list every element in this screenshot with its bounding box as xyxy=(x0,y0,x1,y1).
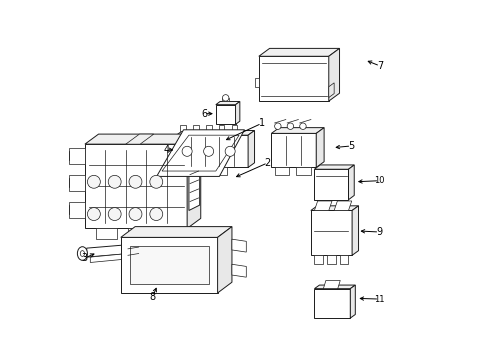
Polygon shape xyxy=(160,228,182,239)
Polygon shape xyxy=(235,102,239,125)
Text: 7: 7 xyxy=(376,61,383,71)
Polygon shape xyxy=(121,243,128,250)
Polygon shape xyxy=(129,246,208,284)
Polygon shape xyxy=(348,165,353,200)
Polygon shape xyxy=(125,134,153,144)
Circle shape xyxy=(182,146,192,156)
Polygon shape xyxy=(314,285,355,289)
Polygon shape xyxy=(258,56,328,101)
Polygon shape xyxy=(271,134,316,167)
Polygon shape xyxy=(215,102,239,105)
Text: 9: 9 xyxy=(375,227,382,237)
Polygon shape xyxy=(90,253,128,262)
Circle shape xyxy=(149,208,163,221)
Polygon shape xyxy=(121,237,217,293)
Circle shape xyxy=(129,208,142,221)
Polygon shape xyxy=(258,48,339,56)
Polygon shape xyxy=(349,285,355,318)
Polygon shape xyxy=(314,201,331,211)
Circle shape xyxy=(87,208,100,221)
Circle shape xyxy=(108,175,121,188)
Polygon shape xyxy=(187,134,201,228)
Polygon shape xyxy=(222,98,228,102)
Polygon shape xyxy=(205,125,211,131)
Polygon shape xyxy=(231,125,237,131)
Text: 2: 2 xyxy=(264,158,270,168)
Polygon shape xyxy=(183,167,198,175)
Polygon shape xyxy=(314,255,323,264)
Polygon shape xyxy=(271,128,324,134)
Polygon shape xyxy=(156,130,244,176)
Polygon shape xyxy=(192,125,198,131)
Polygon shape xyxy=(69,148,85,164)
Circle shape xyxy=(224,146,235,156)
Polygon shape xyxy=(218,125,224,131)
Polygon shape xyxy=(231,264,246,277)
Circle shape xyxy=(286,123,293,130)
Circle shape xyxy=(108,208,121,221)
Polygon shape xyxy=(169,142,176,160)
Polygon shape xyxy=(351,206,358,255)
Polygon shape xyxy=(188,164,199,211)
Polygon shape xyxy=(69,175,85,191)
Polygon shape xyxy=(339,255,348,264)
Text: 11: 11 xyxy=(373,294,384,303)
Polygon shape xyxy=(314,165,353,169)
Circle shape xyxy=(203,146,213,156)
Ellipse shape xyxy=(77,247,87,260)
Polygon shape xyxy=(85,134,201,144)
Text: 1: 1 xyxy=(258,118,264,128)
Polygon shape xyxy=(85,144,187,228)
Polygon shape xyxy=(215,105,235,125)
Circle shape xyxy=(299,123,305,130)
Polygon shape xyxy=(314,289,349,318)
Polygon shape xyxy=(231,239,246,252)
Polygon shape xyxy=(176,135,247,167)
Ellipse shape xyxy=(80,251,84,256)
Polygon shape xyxy=(333,201,351,211)
Polygon shape xyxy=(316,128,324,167)
Polygon shape xyxy=(254,78,258,87)
Polygon shape xyxy=(86,244,129,257)
Circle shape xyxy=(87,175,100,188)
Polygon shape xyxy=(314,169,348,200)
Polygon shape xyxy=(96,228,117,239)
Circle shape xyxy=(222,95,228,101)
Polygon shape xyxy=(128,244,139,259)
Text: 10: 10 xyxy=(373,176,384,185)
Polygon shape xyxy=(162,135,239,171)
Text: 6: 6 xyxy=(201,109,206,119)
Text: 4: 4 xyxy=(163,144,169,154)
Polygon shape xyxy=(180,125,185,131)
Polygon shape xyxy=(121,226,231,237)
Polygon shape xyxy=(69,202,85,218)
Text: 5: 5 xyxy=(347,141,354,151)
Polygon shape xyxy=(323,280,340,289)
Text: 3: 3 xyxy=(81,253,87,263)
Polygon shape xyxy=(217,226,231,293)
Polygon shape xyxy=(296,167,310,175)
Polygon shape xyxy=(176,131,254,135)
Polygon shape xyxy=(328,83,333,98)
Polygon shape xyxy=(310,211,351,255)
Circle shape xyxy=(149,175,163,188)
Text: 8: 8 xyxy=(149,292,156,302)
Polygon shape xyxy=(247,131,254,167)
Polygon shape xyxy=(274,167,289,175)
Circle shape xyxy=(129,175,142,188)
Circle shape xyxy=(274,123,281,130)
Polygon shape xyxy=(328,48,339,101)
Polygon shape xyxy=(128,228,149,239)
Polygon shape xyxy=(310,206,358,211)
Polygon shape xyxy=(212,167,226,175)
Polygon shape xyxy=(326,255,335,264)
